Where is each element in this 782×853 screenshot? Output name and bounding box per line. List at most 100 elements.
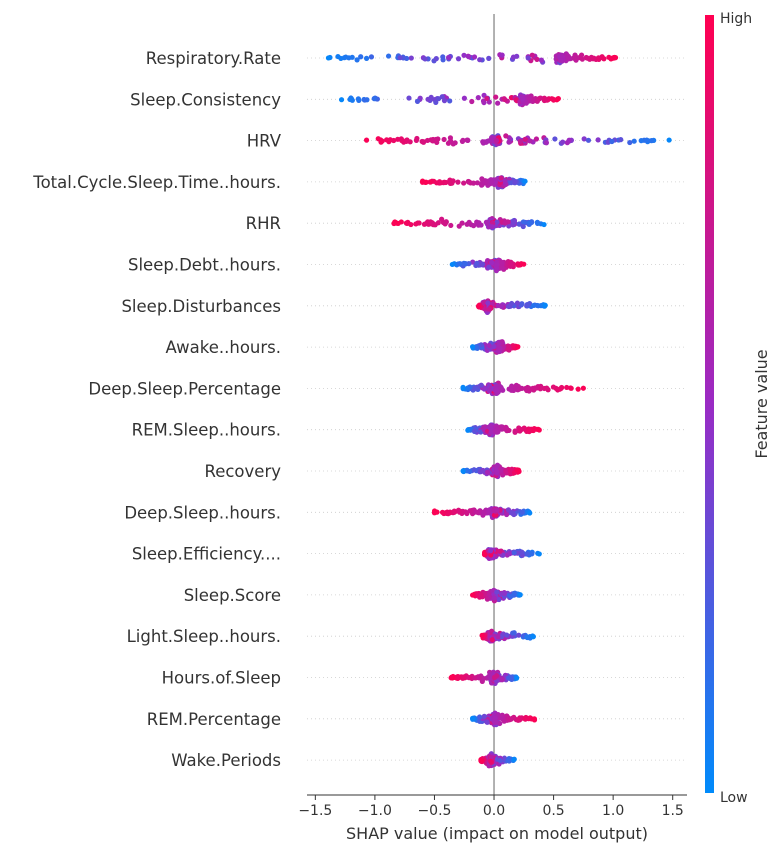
data-point bbox=[455, 179, 461, 185]
data-point bbox=[488, 429, 494, 436]
data-point bbox=[503, 133, 509, 139]
data-point bbox=[413, 221, 419, 227]
data-point bbox=[460, 384, 466, 390]
data-point bbox=[503, 469, 509, 475]
data-point bbox=[441, 510, 447, 517]
data-point bbox=[464, 467, 470, 473]
data-point bbox=[523, 715, 530, 721]
data-point bbox=[519, 549, 525, 555]
data-point bbox=[492, 715, 498, 721]
data-point bbox=[449, 261, 455, 268]
data-point bbox=[565, 54, 571, 61]
data-point bbox=[368, 54, 375, 60]
data-point bbox=[518, 427, 524, 433]
data-point bbox=[466, 675, 472, 681]
data-point bbox=[524, 301, 530, 308]
data-point bbox=[550, 96, 556, 102]
data-point bbox=[413, 137, 419, 143]
colorbar-gradient bbox=[705, 15, 714, 793]
data-point bbox=[379, 138, 385, 144]
data-point bbox=[466, 54, 472, 60]
data-point bbox=[522, 178, 528, 184]
data-point bbox=[407, 139, 413, 145]
data-point bbox=[494, 262, 500, 268]
feature-label: Deep.Sleep.Percentage bbox=[88, 379, 281, 398]
data-point bbox=[516, 221, 522, 227]
data-point bbox=[462, 261, 468, 267]
data-point bbox=[354, 57, 360, 63]
data-point bbox=[506, 344, 512, 350]
data-point bbox=[534, 302, 540, 309]
data-point bbox=[575, 386, 581, 392]
data-point bbox=[544, 385, 550, 391]
data-point bbox=[456, 508, 462, 514]
feature-label: Sleep.Efficiency.... bbox=[132, 545, 281, 564]
data-point bbox=[493, 138, 500, 144]
data-point bbox=[555, 96, 561, 102]
data-point bbox=[499, 676, 505, 682]
data-point bbox=[618, 137, 624, 143]
feature-label: Wake.Periods bbox=[171, 751, 281, 770]
data-point bbox=[475, 303, 482, 309]
data-point bbox=[487, 671, 493, 677]
data-point bbox=[495, 302, 501, 309]
data-point bbox=[488, 137, 494, 143]
data-point bbox=[347, 96, 353, 103]
data-point bbox=[530, 634, 536, 640]
data-point bbox=[494, 507, 500, 513]
feature-label: REM.Percentage bbox=[147, 710, 281, 729]
data-point bbox=[568, 385, 574, 391]
data-point bbox=[486, 388, 492, 394]
data-point bbox=[581, 136, 587, 142]
feature-label: Sleep.Disturbances bbox=[121, 297, 281, 316]
data-point bbox=[631, 138, 637, 144]
data-point bbox=[406, 95, 412, 101]
data-point bbox=[479, 261, 486, 267]
data-point bbox=[461, 180, 467, 186]
data-point bbox=[385, 53, 392, 59]
data-point bbox=[508, 593, 514, 600]
data-point bbox=[465, 427, 471, 433]
data-point bbox=[471, 223, 477, 229]
data-point bbox=[460, 468, 466, 474]
data-point bbox=[579, 56, 585, 62]
x-tick-label: −1.5 bbox=[298, 803, 332, 819]
x-tick-label: 0.5 bbox=[542, 803, 564, 819]
data-point bbox=[538, 57, 545, 63]
feature-label: Awake..hours. bbox=[166, 338, 281, 357]
data-point bbox=[478, 382, 484, 388]
data-point bbox=[456, 674, 462, 680]
data-point bbox=[473, 509, 480, 515]
data-point bbox=[585, 137, 592, 143]
data-point bbox=[399, 137, 405, 144]
x-tick-label: −1.0 bbox=[358, 803, 392, 819]
data-point bbox=[504, 632, 510, 638]
data-point bbox=[441, 98, 448, 104]
data-point bbox=[435, 96, 442, 102]
data-point bbox=[489, 179, 495, 185]
data-point bbox=[580, 385, 586, 391]
data-point bbox=[489, 637, 495, 643]
data-point bbox=[517, 138, 523, 144]
data-point bbox=[470, 180, 477, 186]
data-point bbox=[564, 384, 570, 391]
data-point bbox=[512, 178, 518, 185]
data-point bbox=[497, 757, 503, 763]
data-point bbox=[516, 632, 522, 638]
data-point bbox=[433, 136, 439, 143]
data-point bbox=[431, 510, 438, 516]
data-point bbox=[531, 426, 537, 432]
data-point bbox=[408, 55, 414, 61]
data-point bbox=[531, 717, 538, 723]
data-point bbox=[430, 221, 437, 227]
data-point bbox=[494, 387, 500, 393]
data-point bbox=[530, 96, 536, 102]
data-point bbox=[474, 260, 480, 266]
feature-label: Sleep.Consistency bbox=[130, 90, 281, 109]
x-tick-label: 1.0 bbox=[602, 803, 624, 819]
data-point bbox=[487, 548, 494, 554]
data-point bbox=[537, 95, 544, 101]
data-point bbox=[498, 175, 504, 181]
data-point bbox=[601, 56, 607, 62]
